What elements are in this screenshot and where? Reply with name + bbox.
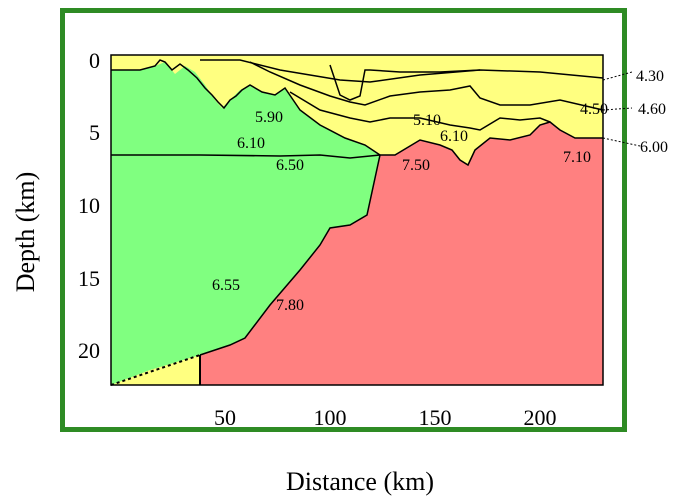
velocity-labels: 5.90 6.10 6.50 6.55 7.80 5.10 6.10 7.50 …: [212, 68, 668, 314]
velocity-label: 4.30: [636, 68, 664, 85]
sediment-line-1: [200, 59, 604, 83]
figure-frame: [60, 8, 627, 432]
mantle-top-boundary: [380, 121, 603, 167]
velocity-label: 6.00: [640, 139, 668, 156]
velocity-label: 7.10: [563, 149, 591, 166]
y-tick-label: 10: [78, 193, 100, 218]
x-tick-label: 100: [314, 405, 347, 430]
velocity-label: 7.80: [276, 297, 304, 314]
plot-border: [110, 54, 604, 386]
sediment-line-4: [329, 64, 481, 101]
y-tick-label: 0: [89, 48, 100, 73]
velocity-label: 6.10: [440, 128, 468, 145]
intra-crust-boundary: [111, 154, 381, 159]
velocity-label: 6.10: [237, 135, 265, 152]
x-tick-label: 50: [214, 405, 236, 430]
label-leaders: [602, 71, 641, 147]
velocity-label: 6.55: [212, 277, 240, 294]
x-tick-label: 200: [524, 405, 557, 430]
moho-dotted-line: [110, 354, 201, 386]
y-tick-label: 5: [89, 120, 100, 145]
velocity-label: 7.50: [402, 157, 430, 174]
crust-layer: [111, 62, 380, 385]
y-axis-title: Depth (km): [11, 172, 40, 293]
moho-boundary: [199, 154, 381, 356]
x-axis-title: Distance (km): [286, 467, 434, 496]
x-tick-labels: 50 100 150 200: [214, 405, 557, 430]
boundary-lines: [111, 59, 604, 385]
velocity-label: 5.10: [413, 112, 441, 129]
y-tick-label: 15: [78, 266, 100, 291]
sediment-line-2: [249, 61, 604, 111]
velocity-label: 4.50: [580, 101, 608, 118]
y-tick-labels: 0 5 10 15 20: [78, 48, 100, 363]
sediment-line-3: [289, 91, 551, 131]
velocity-label: 4.60: [638, 101, 666, 118]
velocity-label: 5.90: [255, 109, 283, 126]
velocity-label: 6.50: [276, 157, 304, 174]
y-tick-label: 20: [78, 338, 100, 363]
x-tick-label: 150: [419, 405, 452, 430]
basement-boundary: [111, 59, 381, 156]
mantle-layer: [200, 122, 603, 385]
